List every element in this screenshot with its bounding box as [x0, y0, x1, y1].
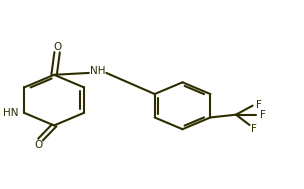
- Text: F: F: [256, 100, 261, 110]
- Text: HN: HN: [3, 108, 18, 118]
- Text: O: O: [53, 42, 61, 52]
- Text: F: F: [260, 110, 266, 120]
- Text: NH: NH: [90, 66, 106, 76]
- Text: O: O: [34, 140, 42, 150]
- Text: F: F: [251, 124, 257, 134]
